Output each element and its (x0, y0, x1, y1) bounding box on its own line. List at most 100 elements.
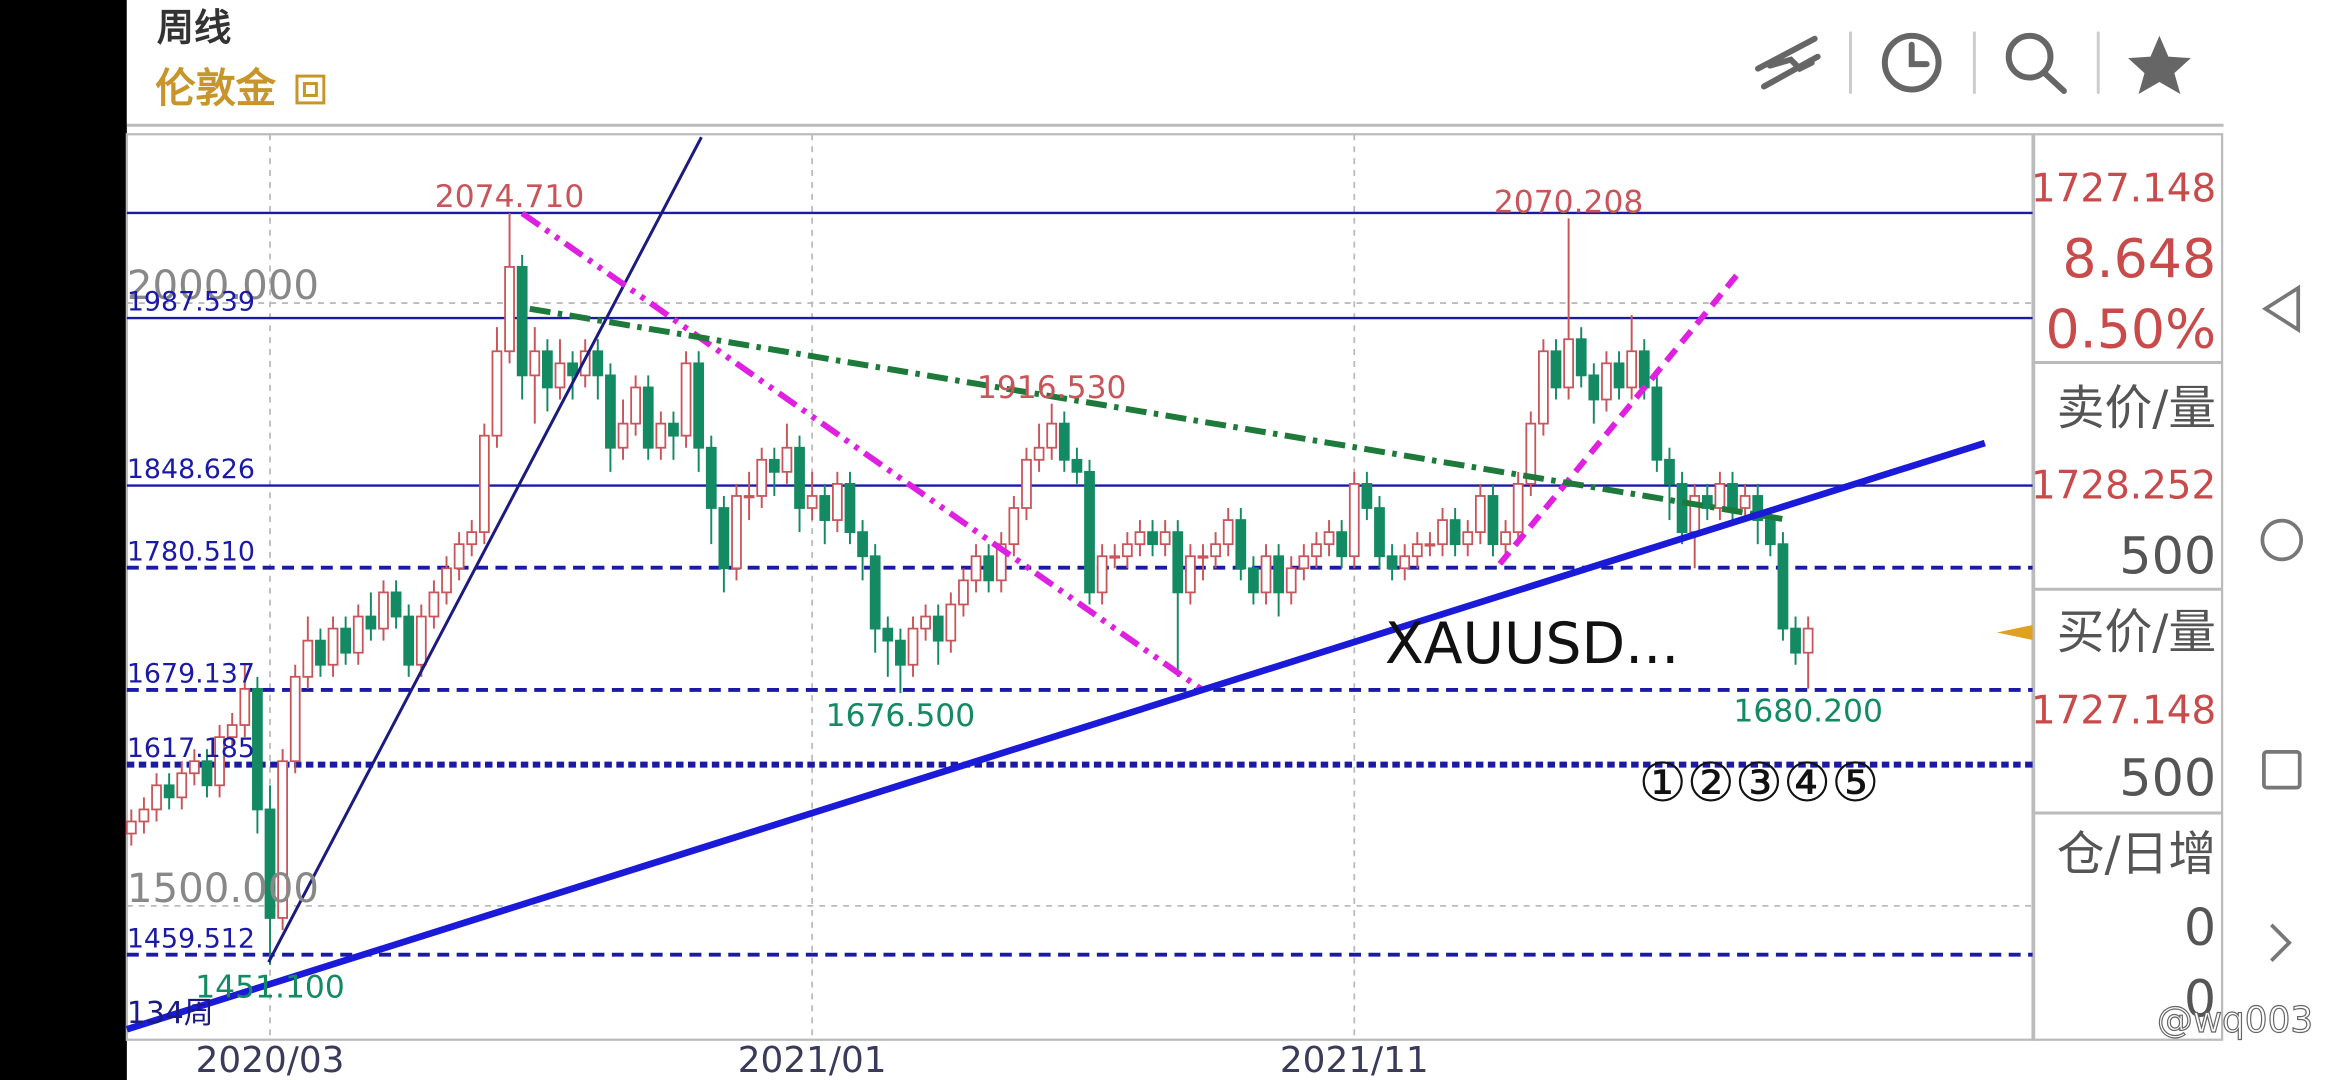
candle-body (1777, 543, 1789, 630)
candle-body (1273, 555, 1285, 594)
candle-body (1109, 555, 1121, 559)
candle-body (1550, 350, 1562, 389)
favorite-icon[interactable] (2128, 35, 2191, 94)
candle-body (1058, 422, 1070, 461)
tools-label: ①②③④⑤ (1639, 751, 1880, 814)
nav-back[interactable] (2261, 284, 2301, 334)
candle-body (958, 579, 969, 606)
candle-body (365, 615, 377, 630)
candle-body (1071, 458, 1083, 473)
candle-body (1474, 495, 1486, 534)
level-label: 1987.539 (127, 287, 255, 318)
candle-body (1626, 350, 1638, 389)
candle-body (945, 603, 957, 642)
candle-body (1021, 458, 1032, 509)
candle-body (668, 422, 679, 437)
candle-body (315, 639, 326, 666)
candle-body (125, 820, 137, 835)
candle-body (731, 495, 742, 570)
candle-body (1764, 519, 1776, 546)
plot-frame (125, 133, 2034, 1041)
candle-body (1727, 483, 1738, 509)
candle-body (1424, 543, 1436, 547)
candle-body (869, 555, 881, 630)
open-interest-label: 仓/日增 (2057, 828, 2216, 883)
candle-body (1500, 531, 1511, 546)
candle-body (895, 639, 906, 666)
candle-body (302, 639, 314, 678)
x-tick-label: 2021/11 (1280, 1040, 1429, 1080)
x-tick-label: 2020/03 (196, 1040, 345, 1080)
candle-body (1411, 543, 1423, 558)
bid-volume: 500 (2119, 749, 2216, 808)
candle-body (529, 350, 541, 377)
candle-body (718, 507, 730, 570)
current-price-marker (1996, 625, 2033, 640)
candle-body (453, 543, 465, 570)
candle-body (176, 772, 188, 799)
candle-body (1487, 495, 1499, 546)
candle-body (163, 784, 175, 799)
candle-body (756, 458, 768, 497)
candle-body (1248, 567, 1259, 594)
candle-body (403, 615, 415, 666)
navigation-bar (2260, 284, 2304, 962)
candle-body (1285, 567, 1297, 594)
candle-body (1185, 555, 1196, 594)
search-icon[interactable] (2005, 32, 2067, 94)
ask-price: 1728.252 (2031, 463, 2216, 508)
trend-line (529, 305, 1784, 523)
x-tick-label: 2021/01 (738, 1040, 887, 1080)
level-label: 1617.185 (127, 733, 255, 764)
candle-body (932, 615, 944, 642)
nav-home[interactable] (2260, 518, 2304, 562)
candle-body (983, 555, 995, 582)
low-label: 1680.200 (1733, 693, 1883, 729)
candle-body (907, 627, 919, 666)
candle-body (655, 422, 667, 449)
candle-body (592, 350, 604, 377)
candle-body (819, 495, 831, 521)
candle-body (226, 724, 238, 738)
candle-body (882, 627, 894, 642)
candle-body (415, 615, 427, 666)
candle-body (428, 591, 440, 618)
draw-tool-icon[interactable] (1755, 35, 1821, 90)
candle-body (1147, 531, 1158, 546)
symbol-title: 伦敦金 (155, 66, 277, 112)
bid-label: 买价/量 (2057, 605, 2216, 660)
candle-body (138, 808, 150, 823)
candle-body (214, 736, 225, 787)
candle-body (1121, 543, 1133, 558)
candle-body (1033, 446, 1045, 461)
candle-body (1336, 531, 1348, 558)
candle-body (542, 350, 553, 389)
level-label: 1679.137 (127, 658, 255, 689)
high-label: 1916.530 (977, 370, 1127, 406)
candle-body (201, 760, 213, 787)
candle-body (1437, 519, 1448, 546)
candle-body (1222, 519, 1234, 546)
candle-body (680, 362, 692, 437)
nav-more[interactable] (2270, 923, 2292, 962)
candle-body (1638, 350, 1650, 389)
history-icon[interactable] (1881, 32, 1942, 93)
candle-body (1613, 362, 1625, 389)
candle-body (1298, 555, 1310, 570)
candle-body (794, 446, 805, 509)
candle-body (1538, 350, 1549, 425)
candle-body (277, 760, 288, 919)
symbol-toggle-icon[interactable] (295, 74, 326, 105)
bar-count-label: 134周 (127, 996, 214, 1031)
candle-body (1752, 495, 1764, 521)
candle-body (1449, 519, 1461, 546)
candle-body (264, 808, 276, 919)
candle-body (630, 386, 642, 425)
candle-body (1311, 543, 1322, 558)
candle-body (1651, 386, 1663, 461)
trend-line (520, 210, 1204, 692)
nav-recents[interactable] (2262, 749, 2302, 790)
candle-body (1260, 555, 1272, 594)
candle-body (378, 591, 389, 630)
